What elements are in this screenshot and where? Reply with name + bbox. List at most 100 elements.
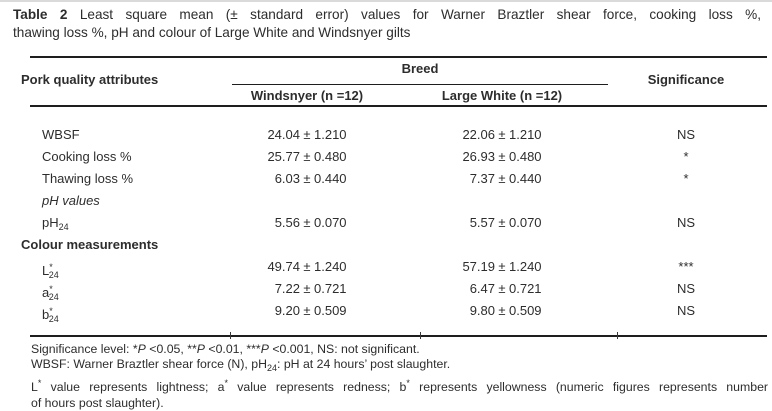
- mean-value: 22.06: [462, 127, 495, 142]
- text-segment: represents yellowness (numeric figures r…: [409, 380, 768, 395]
- text-segment: <0.001, NS: not significant.: [268, 342, 420, 356]
- text-segment: P: [260, 342, 269, 356]
- breed-spanner-header: Breed: [401, 61, 439, 76]
- significance-value: NS: [676, 127, 696, 142]
- text-segment: <0.01, ***: [204, 342, 261, 356]
- significance-value: ***: [678, 259, 694, 274]
- footnote-line: WBSF: Warner Braztler shear force (N), p…: [31, 357, 768, 376]
- row-label: Colour measurements: [21, 234, 158, 256]
- mean-value: 57.19: [462, 259, 495, 274]
- plus-minus-sign: ±: [498, 215, 506, 230]
- table-row: WBSF 24.04 ±1.210 22.06 ±1.210 NS: [0, 124, 772, 146]
- text-segment: value represents redness; b: [228, 380, 407, 395]
- stderr-value: 0.440: [509, 171, 542, 186]
- mean-value: 25.77: [267, 149, 300, 164]
- text-segment: b: [42, 307, 50, 322]
- header-bottom-rule: [30, 105, 767, 107]
- windsnyer-value: 25.77 ±0.480: [212, 146, 402, 168]
- mean-value: 49.74: [267, 259, 300, 274]
- row-label: Thawing loss %: [42, 168, 133, 190]
- large-white-value: 6.47 ±0.721: [407, 278, 597, 300]
- significance-value: NS: [676, 303, 696, 318]
- stderr-value: 1.240: [509, 259, 542, 274]
- row-label: a*24: [42, 278, 59, 308]
- text-segment: *: [406, 378, 410, 389]
- windsnyer-value: 9.20 ±0.509: [212, 300, 402, 322]
- table-bottom-rule: [30, 335, 767, 337]
- text-segment: a: [42, 285, 50, 300]
- plus-minus-sign: ±: [498, 259, 506, 274]
- text-segment: of hours post slaughter).: [31, 395, 164, 410]
- text-segment: L: [42, 263, 50, 278]
- row-label: L*24: [42, 256, 59, 286]
- plus-minus-sign: ±: [303, 215, 311, 230]
- text-segment: 24: [48, 292, 59, 302]
- text-segment: : pH at 24 hours’ post slaughter.: [276, 357, 451, 372]
- mean-value: 6.03: [274, 171, 300, 186]
- plus-minus-sign: ±: [303, 127, 311, 142]
- text-segment: *: [224, 378, 229, 389]
- stderr-value: 1.210: [509, 127, 542, 142]
- windsnyer-value: 24.04 ±1.210: [212, 124, 402, 146]
- mean-value: 7.37: [469, 171, 495, 186]
- stderr-value: 0.509: [509, 303, 542, 318]
- mean-value: 9.20: [274, 303, 300, 318]
- row-label: b*24: [42, 300, 59, 330]
- windsnyer-column-header: Windsnyer (n =12): [250, 88, 364, 103]
- row-label: WBSF: [42, 124, 80, 146]
- footnote-line: L* value represents lightness; a* value …: [31, 376, 768, 395]
- table-row: b*24 9.20 ±0.509 9.80 ±0.509 NS: [0, 300, 772, 324]
- footnote-line: of hours post slaughter).: [31, 396, 768, 411]
- mean-value: 24.04: [267, 127, 300, 142]
- stderr-value: 0.509: [314, 303, 347, 318]
- page-top-edge: [0, 0, 772, 2]
- stderr-value: 0.480: [509, 149, 542, 164]
- text-segment: *: [49, 306, 53, 316]
- table-caption: Table 2 Least square mean (± standard er…: [13, 6, 761, 41]
- plus-minus-sign: ±: [498, 127, 506, 142]
- row-label: Cooking loss %: [42, 146, 132, 168]
- text-segment: <0.05, **: [145, 342, 197, 356]
- text-segment: Cooking loss %: [42, 149, 132, 164]
- significance-column-header: Significance: [647, 72, 725, 87]
- column-tick: [420, 332, 421, 339]
- caption-table-number: Table 2: [13, 7, 68, 22]
- large-white-column-header: Large White (n =12): [441, 88, 563, 103]
- mean-value: 5.57: [469, 215, 495, 230]
- plus-minus-sign: ±: [303, 259, 311, 274]
- text-segment: Thawing loss %: [42, 171, 134, 186]
- large-white-value: 7.37 ±0.440: [407, 168, 597, 190]
- table-row: a*24 7.22 ±0.721 6.47 ±0.721 NS: [0, 278, 772, 302]
- attributes-column-header: Pork quality attributes: [21, 72, 159, 87]
- text-segment: 24: [58, 222, 69, 232]
- table-row: Thawing loss % 6.03 ±0.440 7.37 ±0.440 *: [0, 168, 772, 190]
- text-segment: *: [49, 262, 53, 272]
- text-segment: *: [37, 378, 42, 389]
- text-segment: WBSF: [42, 127, 80, 142]
- text-segment: 24: [48, 270, 59, 280]
- stderr-value: 0.070: [314, 215, 347, 230]
- text-segment: Colour measurements: [21, 237, 159, 252]
- footnotes: Significance level: *P <0.05, **P <0.01,…: [31, 342, 768, 411]
- significance-value: NS: [676, 281, 696, 296]
- table-row: pH24 5.56 ±0.070 5.57 ±0.070 NS: [0, 212, 772, 234]
- text-segment: 24: [266, 363, 277, 374]
- text-segment: L: [31, 380, 38, 395]
- stderr-value: 0.721: [509, 281, 542, 296]
- plus-minus-sign: ±: [498, 171, 506, 186]
- text-segment: P: [137, 342, 146, 356]
- plus-minus-sign: ±: [498, 303, 506, 318]
- table-top-rule: [30, 56, 767, 58]
- large-white-value: 26.93 ±0.480: [407, 146, 597, 168]
- large-white-value: 22.06 ±1.210: [407, 124, 597, 146]
- row-label: pH24: [42, 212, 69, 238]
- plus-minus-sign: ±: [303, 303, 311, 318]
- breed-spanner-rule: [232, 84, 608, 85]
- caption-line-1: Table 2 Least square mean (± standard er…: [13, 6, 761, 24]
- plus-minus-sign: ±: [303, 149, 311, 164]
- caption-text: Least square mean (± standard error) val…: [79, 7, 761, 22]
- windsnyer-value: 6.03 ±0.440: [212, 168, 402, 190]
- mean-value: 26.93: [462, 149, 495, 164]
- section-row: Colour measurements: [0, 234, 772, 256]
- text-segment: value represents lightness; a: [41, 380, 225, 395]
